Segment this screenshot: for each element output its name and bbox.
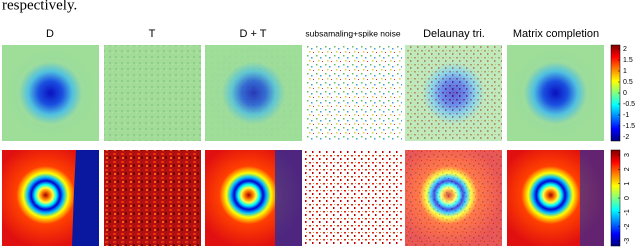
- panel-title: Matrix completion: [513, 28, 599, 40]
- panel-image: [405, 45, 502, 141]
- colorbar-tick-label: -0.5: [623, 101, 635, 108]
- panel-image: [104, 45, 201, 141]
- colorbar-tick-label: 3: [624, 153, 631, 157]
- panel-image: [507, 45, 604, 141]
- colorbar-tick-label: 2: [624, 167, 631, 171]
- panel-title: T: [149, 28, 156, 40]
- panel-image: [275, 150, 302, 246]
- colorbar-tick-label: 2: [623, 46, 627, 53]
- colorbar-tick-label: 1: [624, 182, 631, 186]
- colorbar-tick-label: 0.5: [623, 79, 633, 86]
- panel-image: [205, 45, 302, 141]
- colorbar-tick-label: 0: [624, 196, 631, 200]
- panel-image: [305, 45, 402, 141]
- caption-fragment: respectively.: [2, 0, 77, 13]
- panel-title: Delaunay tri.: [423, 28, 485, 40]
- panel-title: subsamaling+spike noise: [305, 28, 400, 38]
- panel-image: [405, 150, 502, 246]
- colorbar-tick-label: 0: [623, 90, 627, 97]
- colorbar-tick-label: -2: [623, 134, 629, 141]
- panel-image: [305, 150, 402, 246]
- colorbar-tick-label: -1: [624, 209, 631, 215]
- panel-image: [580, 150, 604, 246]
- panel-title: D + T: [239, 28, 266, 40]
- panel-image: [72, 150, 99, 246]
- colorbar-tick-label: -1.5: [623, 123, 635, 130]
- colorbar-tick-label: -1: [623, 112, 629, 119]
- colorbar-tick-label: 1.5: [623, 57, 633, 64]
- panel-image: [104, 150, 201, 246]
- colorbar-tick-label: -3: [624, 238, 631, 244]
- colorbar-tick-label: -2: [624, 223, 631, 229]
- panel-title: D: [46, 28, 54, 40]
- panel-image: [2, 45, 99, 141]
- colorbar-tick-label: 1: [623, 68, 627, 75]
